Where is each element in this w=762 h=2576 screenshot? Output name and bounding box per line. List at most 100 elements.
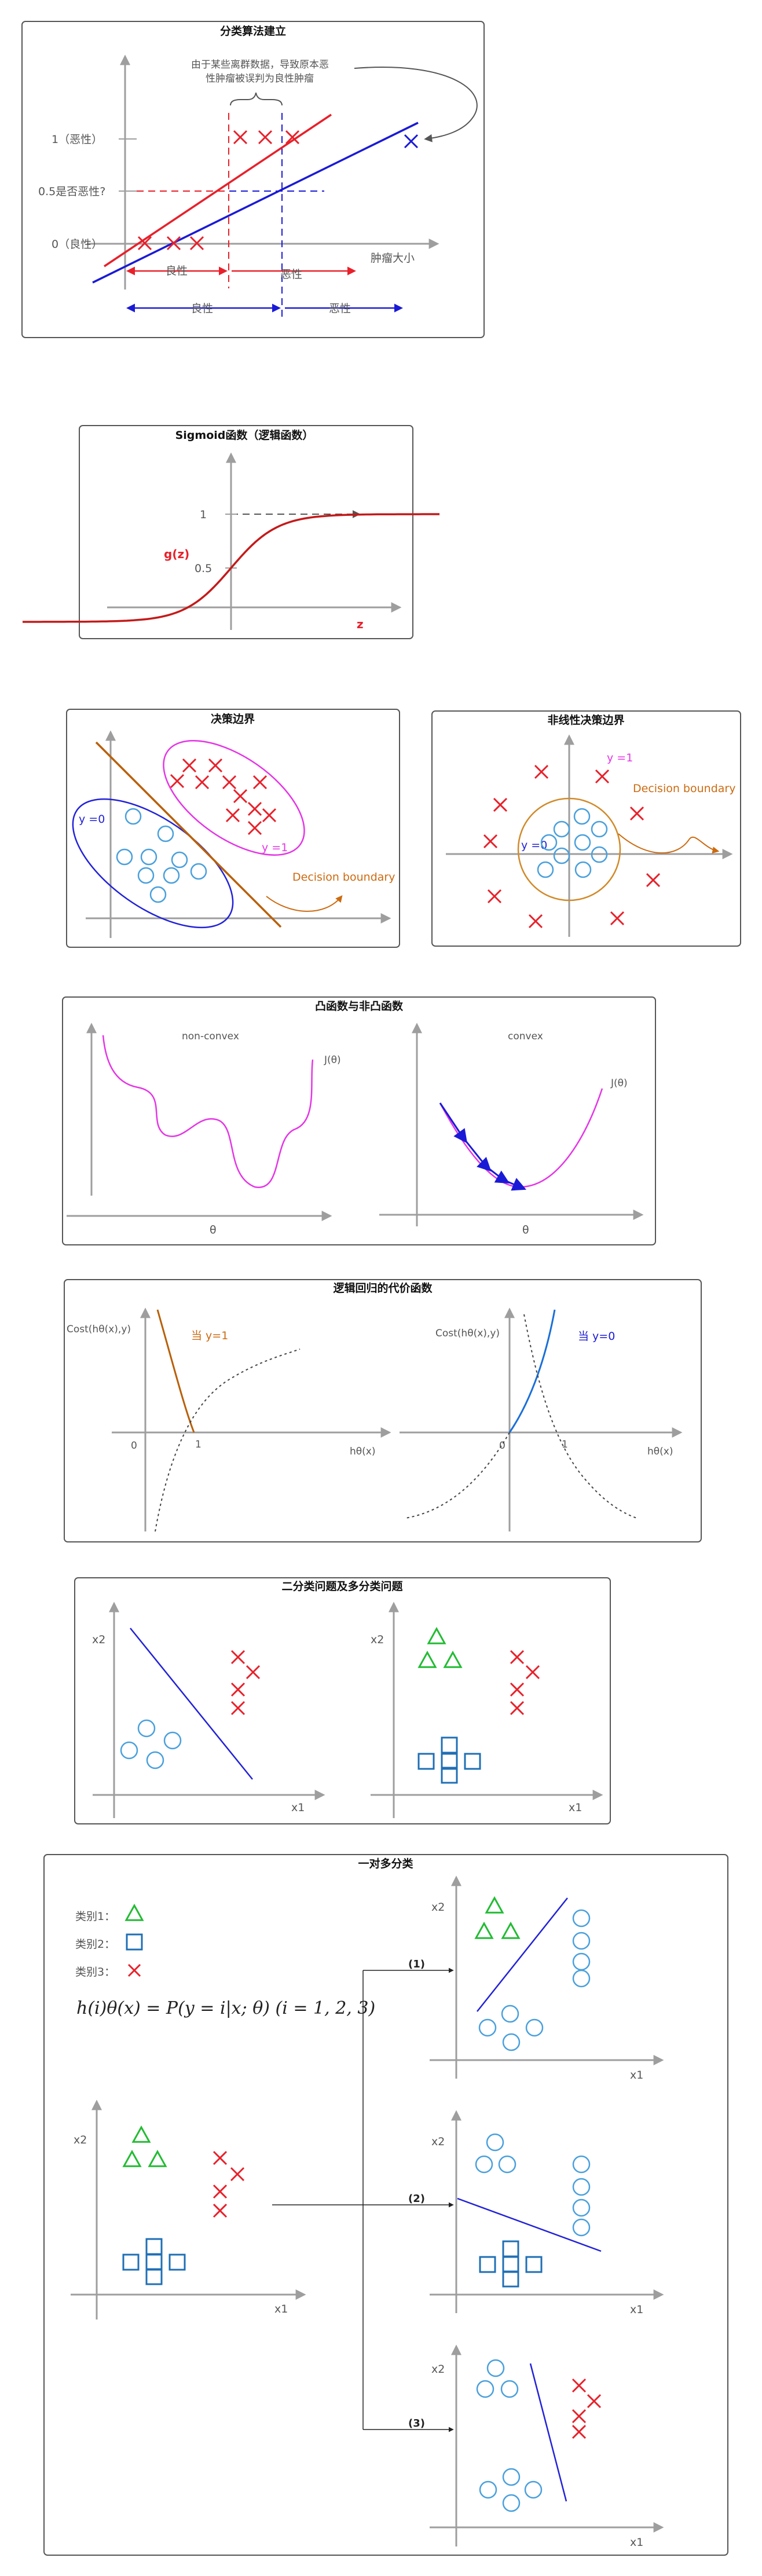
panel5-left-xlabel: hθ(x) [350, 1446, 376, 1457]
panel5-title: 逻辑回归的代价函数 [333, 1281, 433, 1295]
panel5-right-cost-curve [508, 1309, 556, 1433]
sub1-positive-triangle [501, 1921, 521, 1939]
panel6-left-boundary [130, 1628, 253, 1780]
panel5-right-complement-dotted-left [405, 1432, 510, 1519]
negative-circle [163, 867, 180, 884]
outer-cross [629, 806, 644, 821]
sub2-rest-circle [572, 2178, 591, 2196]
panel6-right-x-label: x1 [569, 1801, 582, 1814]
negative-circle [171, 851, 188, 869]
panel6-data-marks [120, 1626, 540, 1784]
panel3a-boundary-pointer [266, 895, 343, 912]
panel-logistic-cost: 逻辑回归的代价函数 Cost(hθ(x),y) 当 y=1 0 1 hθ(x) … [64, 1279, 702, 1542]
panel4-left-title: non-convex [182, 1031, 239, 1042]
panel7-connector [272, 1970, 364, 2430]
panel3a-boundary-line [95, 741, 282, 928]
inner-circle [537, 861, 554, 878]
panel4-title: 凸函数与非凸函数 [315, 999, 404, 1013]
panel3a-boundary-label: Decision boundary [292, 871, 395, 884]
sub1-rest-circle [572, 1932, 591, 1950]
class-cross [246, 1665, 261, 1680]
panel7-step3: (3) [408, 2417, 425, 2430]
sub1-rest-circle [572, 1969, 591, 1988]
malignant-cross [285, 130, 300, 145]
positive-cross [247, 820, 262, 836]
panel7-main-x-label: x1 [274, 2303, 288, 2315]
negative-circle [190, 863, 207, 880]
panel7-sub3-boundary [529, 2363, 567, 2502]
sub3-positive-cross [572, 2409, 587, 2424]
panel7-title: 一对多分类 [358, 1857, 413, 1870]
panel2-func-label: g(z) [164, 547, 189, 561]
panel4-right-j: J(θ) [610, 1078, 628, 1089]
main-class2-square [122, 2253, 140, 2271]
main-class2-square [168, 2253, 186, 2271]
panel2-x-label: z [357, 617, 364, 631]
sub2-positive-square [502, 2270, 519, 2288]
class-circle [146, 1751, 164, 1769]
sub1-rest-circle [525, 2018, 544, 2037]
positive-cross [208, 758, 223, 773]
panel1-brace [230, 92, 283, 106]
panel7-legend2: 类别2： [75, 1938, 115, 1951]
panel1-annotation-line1: 由于某些离群数据，导致原本恶 [191, 59, 329, 71]
class1-triangle [427, 1626, 446, 1644]
sub1-rest-circle [572, 1909, 591, 1928]
panel3a-data-marks [116, 758, 277, 903]
sub3-rest-circle [524, 2480, 543, 2499]
panel5-left-case: 当 y=1 [191, 1329, 228, 1342]
panel7-sub3-y-label: x2 [431, 2363, 445, 2376]
inner-circle [574, 834, 591, 851]
class2-square [441, 1767, 458, 1784]
outer-cross [487, 889, 502, 904]
panel3b-y0-label: y =0 [521, 839, 547, 852]
panel-sigmoid: Sigmoid函数（逻辑函数） 1 0.5 g(z) z [23, 425, 439, 639]
sub2-positive-square [479, 2256, 496, 2273]
panel1-frame [21, 21, 485, 338]
main-class1-triangle [131, 2125, 151, 2143]
panel6-left-y-label: x2 [92, 1633, 105, 1646]
panel5-frame [64, 1279, 702, 1542]
panel1-blue-fit-line [92, 122, 419, 284]
panel7-sub2-boundary [457, 2197, 602, 2252]
sub1-rest-circle [502, 2033, 521, 2051]
panel5-left-one: 1 [195, 1439, 202, 1450]
sub1-positive-triangle [474, 1921, 494, 1939]
sub3-rest-circle [500, 2380, 519, 2398]
panel5-left-ylabel: Cost(hθ(x),y) [67, 1324, 131, 1335]
outer-cross [534, 764, 549, 779]
panel7-main-y-label: x2 [74, 2134, 87, 2146]
panel-classification-setup: 分类算法建立 1（恶性） 0.5是否恶性? 0（良性） 肿瘤大小 由于某些离群数… [21, 21, 485, 338]
panel4-frame [62, 996, 656, 1245]
class-circle [120, 1741, 138, 1760]
positive-cross [252, 775, 268, 790]
panel5-right-case: 当 y=0 [578, 1330, 615, 1343]
class2-square [417, 1753, 435, 1770]
main-class2-square [145, 2268, 163, 2285]
legend-triangle [124, 1903, 144, 1921]
class-cross [230, 1682, 246, 1697]
panel-convex-nonconvex: 凸函数与非凸函数 non-convex J(θ) θ convex J(θ) θ [62, 996, 656, 1245]
positive-cross [247, 801, 262, 816]
sub2-rest-circle [475, 2155, 493, 2174]
panel1-blue-benign-label: 良性 [191, 302, 213, 315]
benign-cross [137, 236, 152, 251]
panel1-annotation-line2: 性肿瘤被误判为良性肿瘤 [206, 73, 314, 85]
negative-circle [137, 867, 155, 884]
panel7-legend1: 类别1： [75, 1910, 115, 1923]
panel1-red-benign-label: 良性 [166, 265, 188, 277]
class3-cross [525, 1665, 540, 1680]
sub3-rest-circle [502, 2468, 521, 2486]
panel1-red-malignant-label: 恶性 [280, 268, 302, 281]
inner-circle [573, 808, 591, 825]
sub3-rest-circle [486, 2359, 505, 2377]
class3-cross [510, 1682, 525, 1697]
panel1-ylabel-0: 0（良性） [52, 238, 102, 251]
panel5-right-xlabel: hθ(x) [647, 1446, 673, 1457]
panel7-formula: h(i)θ(x) = P(y = i|x; θ) (i = 1, 2, 3) [76, 1998, 375, 2018]
inner-circle [591, 820, 608, 838]
panel3a-y1-label: y =1 [262, 841, 288, 854]
outer-cross [483, 834, 498, 849]
benign-cross [166, 236, 181, 251]
panel1-annotation-arrow [354, 67, 478, 142]
